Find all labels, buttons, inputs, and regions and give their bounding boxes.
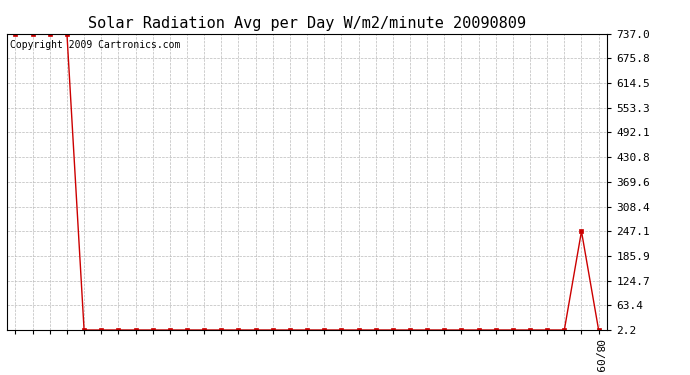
- Text: Copyright 2009 Cartronics.com: Copyright 2009 Cartronics.com: [10, 40, 180, 50]
- Title: Solar Radiation Avg per Day W/m2/minute 20090809: Solar Radiation Avg per Day W/m2/minute …: [88, 16, 526, 31]
